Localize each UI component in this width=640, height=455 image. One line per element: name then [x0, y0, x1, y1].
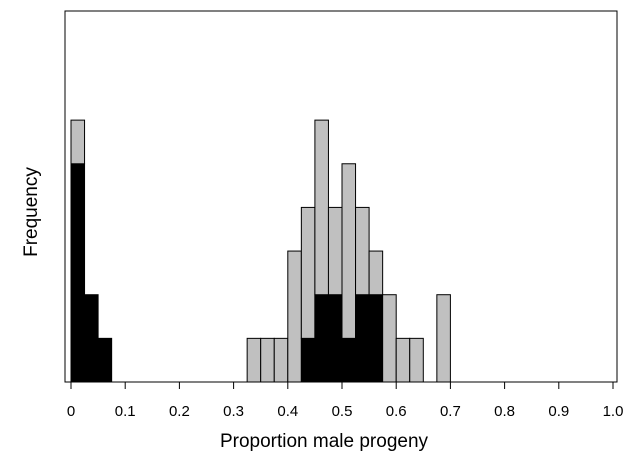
x-tick-label: 0.9	[548, 403, 569, 420]
bar-series1-bin-10	[341, 163, 357, 339]
bar-series0-bin-7	[300, 337, 316, 383]
bar-series1-bin-3	[246, 337, 262, 383]
bar-series1-bin-7	[300, 206, 316, 339]
bar-series1-bin-15	[409, 337, 424, 383]
bar-series1-bin-12	[368, 250, 384, 296]
x-axis-ticks: 0 0.1 0.2 0.3 0.4 0.5 0.6 0.7 0.8 0.9 1.0	[67, 382, 624, 420]
bar-series1-bin-14	[395, 337, 411, 383]
bar-series0-bin-10	[341, 337, 357, 383]
bar-series0-bin-2	[97, 337, 113, 383]
bar-series0-bin-0	[70, 163, 86, 383]
x-tick-label: 0.2	[169, 403, 190, 420]
x-tick-label: 0.1	[115, 403, 136, 420]
x-tick-label: 0.4	[277, 403, 298, 420]
bar-series0-bin-11	[355, 294, 370, 383]
bar-series0-bin-12	[368, 294, 384, 383]
x-axis-title: Proportion male progeny	[220, 431, 429, 452]
bar-series1-bin-11	[355, 206, 370, 296]
x-tick-label: 0	[67, 403, 75, 420]
x-tick-label: 0.8	[494, 403, 515, 420]
x-tick-label: 0.5	[332, 403, 353, 420]
bars-group	[70, 119, 451, 383]
bar-series0-bin-9	[327, 294, 343, 383]
bar-series1-bin-9	[327, 206, 343, 296]
bar-series1-bin-13	[382, 294, 397, 383]
y-axis-title: Frequency	[21, 167, 42, 257]
bar-series0-bin-8	[314, 294, 329, 383]
bar-series1-bin-16	[436, 294, 451, 383]
x-tick-label: 0.7	[440, 403, 461, 420]
bar-series1-bin-6	[287, 250, 302, 383]
bar-series1-bin-0	[70, 119, 86, 165]
bar-series0-bin-1	[84, 294, 99, 383]
bar-series1-bin-8	[314, 119, 329, 296]
x-tick-label: 0.6	[386, 403, 407, 420]
bar-series1-bin-4	[260, 337, 275, 383]
x-tick-label: 1.0	[603, 403, 624, 420]
bar-series1-bin-5	[273, 337, 289, 383]
x-tick-label: 0.3	[223, 403, 244, 420]
